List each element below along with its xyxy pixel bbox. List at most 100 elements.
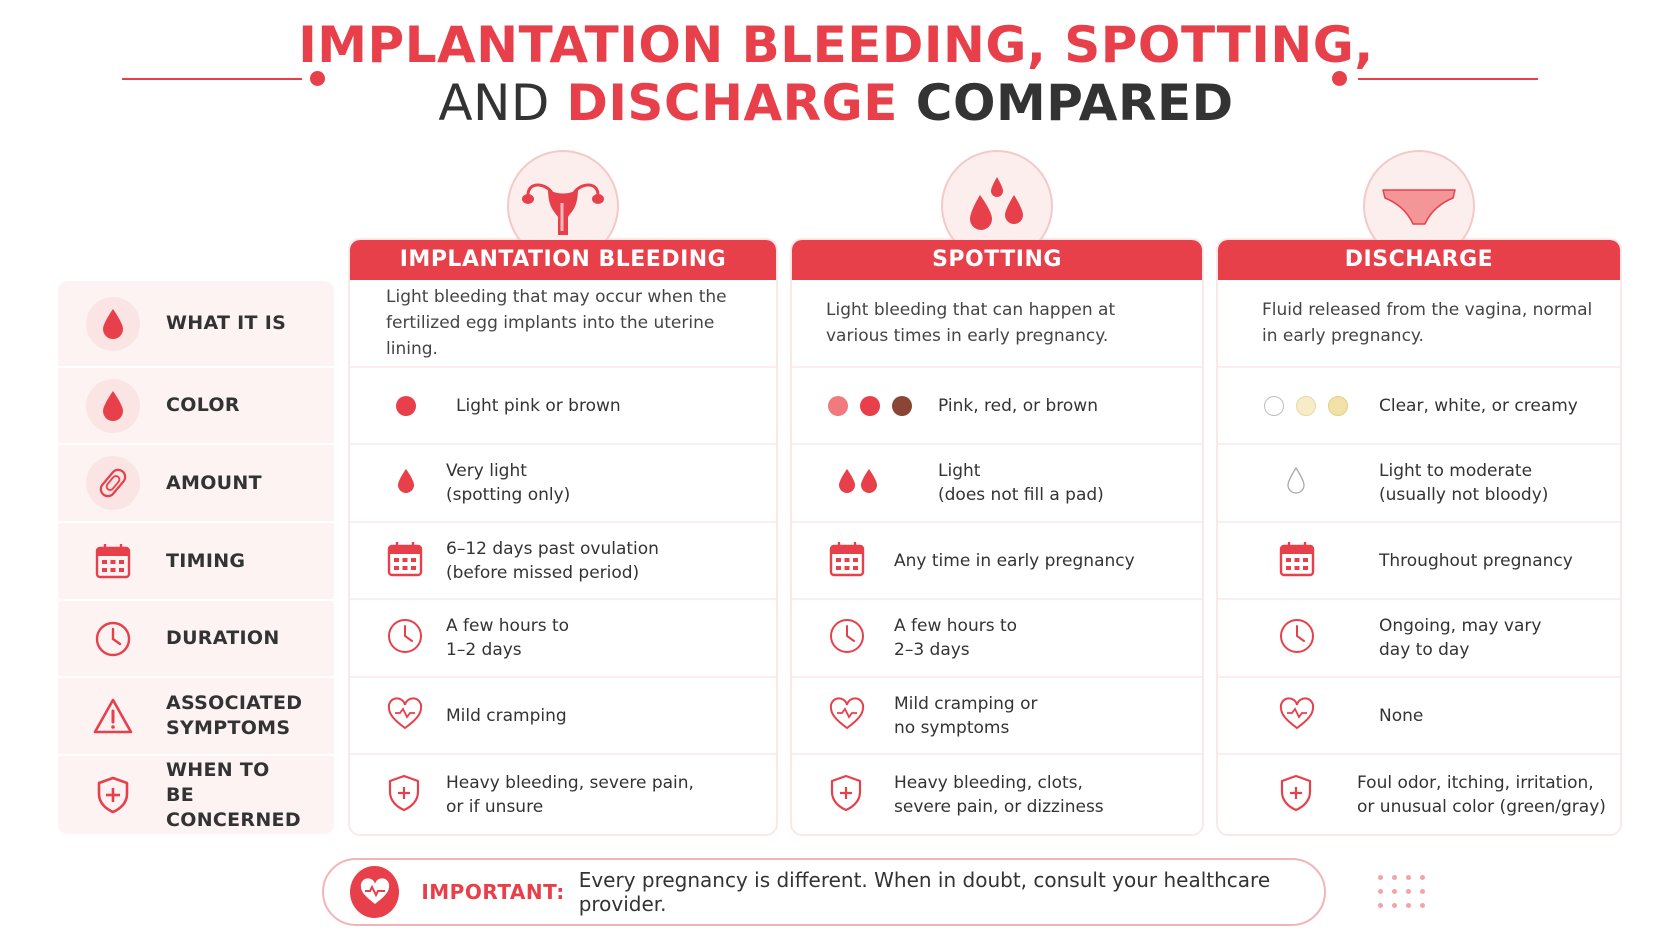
- cell-what-it-is: Fluid released from the vagina, normal i…: [1218, 280, 1620, 368]
- shield-plus-icon: [1218, 773, 1357, 817]
- duration-line-1: A few hours to: [446, 616, 570, 636]
- cell-text: Mild cramping or no symptoms: [894, 692, 1038, 740]
- cell-amount: Very light (spotting only): [350, 445, 776, 523]
- concern-line-1: Heavy bleeding, severe pain,: [446, 772, 694, 793]
- decorative-dot-grid: [1378, 875, 1432, 915]
- label-row-timing: TIMING: [58, 523, 334, 601]
- column-heading: SPOTTING: [792, 240, 1202, 280]
- label-when-to-be-concerned: WHEN TO BE CONCERNED: [166, 758, 301, 831]
- small-drop-icon: [350, 468, 446, 498]
- color-swatch-clear: [1264, 395, 1284, 416]
- title-decoration-left-line: [122, 78, 302, 80]
- heart-pulse-icon: [350, 866, 400, 918]
- calendar-icon: [86, 534, 140, 588]
- cell-text: None: [1379, 704, 1423, 728]
- label-amount: AMOUNT: [166, 471, 262, 494]
- title-decoration-left-dot: [310, 71, 325, 86]
- column-spotting: SPOTTING Light bleeding that can happen …: [792, 150, 1202, 834]
- cell-text: Any time in early pregnancy: [894, 549, 1135, 573]
- cell-text: Light to moderate (usually not bloody): [1379, 459, 1548, 507]
- cell-duration: A few hours to 1–2 days: [350, 600, 776, 678]
- title-compared: COMPARED: [897, 74, 1234, 132]
- cell-what-it-is: Light bleeding that may occur when the f…: [350, 280, 776, 368]
- label-duration: DURATION: [166, 627, 280, 649]
- concern-line-2: or if unsure: [446, 796, 544, 817]
- important-banner: IMPORTANT: Every pregnancy is different.…: [322, 858, 1326, 926]
- label-row-what: WHAT IT IS: [58, 281, 334, 368]
- banner-text: Every pregnancy is different. When in do…: [578, 868, 1271, 916]
- column-implantation-bleeding: IMPLANTATION BLEEDING Light bleeding tha…: [350, 150, 776, 834]
- duration-line-2: 1–2 days: [446, 640, 522, 660]
- column-heading: DISCHARGE: [1218, 240, 1620, 280]
- title-decoration-right-dot: [1332, 71, 1347, 86]
- timing-line-1: 6–12 days past ovulation: [446, 538, 659, 559]
- cell-text: A few hours to 2–3 days: [894, 614, 1017, 662]
- concern-line-1: Foul odor, itching, irritation,: [1357, 772, 1594, 793]
- title-line-2: AND DISCHARGE COMPARED: [0, 74, 1672, 132]
- calendar-icon: [350, 540, 446, 582]
- clear-drop-icon: [1218, 466, 1379, 499]
- timing-line-1: Any time in early pregnancy: [894, 550, 1135, 571]
- title-discharge: DISCHARGE: [566, 74, 898, 132]
- cell-duration: Ongoing, may vary day to day: [1218, 600, 1620, 678]
- cell-text: Light pink or brown: [456, 395, 621, 416]
- two-drops-icon: [792, 468, 938, 498]
- cell-timing: Any time in early pregnancy: [792, 523, 1202, 600]
- label-row-duration: DURATION: [58, 601, 334, 678]
- label-row-color: COLOR: [58, 368, 334, 445]
- cell-text: Heavy bleeding, severe pain, or if unsure: [446, 771, 694, 819]
- banner-label: IMPORTANT:: [421, 880, 565, 904]
- amount-line-2: (does not fill a pad): [938, 485, 1104, 505]
- timing-line-2: (before missed period): [446, 562, 640, 583]
- shield-plus-icon: [792, 773, 894, 817]
- heart-pulse-icon: [792, 696, 894, 735]
- shield-plus-icon: [350, 773, 446, 817]
- cell-concern: Heavy bleeding, severe pain, or if unsure: [350, 755, 776, 834]
- pad-icon: [86, 456, 140, 510]
- clock-icon: [1218, 617, 1379, 659]
- column-discharge: DISCHARGE Fluid released from the vagina…: [1218, 150, 1620, 834]
- cell-text: Ongoing, may vary day to day: [1379, 614, 1541, 662]
- cell-color: Pink, red, or brown: [792, 368, 1202, 445]
- label-timing: TIMING: [166, 549, 246, 572]
- symptoms-line-2: no symptoms: [894, 717, 1010, 738]
- cell-concern: Heavy bleeding, clots, severe pain, or di…: [792, 755, 1202, 834]
- cell-color: Light pink or brown: [350, 368, 776, 445]
- cell-what-it-is: Light bleeding that can happen at variou…: [792, 280, 1202, 368]
- title-decoration-right-line: [1358, 78, 1538, 80]
- blood-drop-icon: [86, 296, 140, 351]
- cell-text: A few hours to 1–2 days: [446, 614, 569, 662]
- cell-text: Foul odor, itching, irritation, or unusua…: [1357, 771, 1606, 819]
- label-color: COLOR: [166, 394, 240, 416]
- symptoms-line-1: Mild cramping: [446, 705, 567, 726]
- page-title: IMPLANTATION BLEEDING, SPOTTING, AND DIS…: [0, 16, 1672, 132]
- label-row-amount: AMOUNT: [58, 445, 334, 523]
- cell-amount: Light to moderate (usually not bloody): [1218, 445, 1620, 523]
- duration-line-2: 2–3 days: [894, 640, 970, 660]
- cell-text: Light bleeding that may occur when the f…: [386, 287, 727, 359]
- cell-symptoms: Mild cramping: [350, 678, 776, 755]
- cell-text: Clear, white, or creamy: [1379, 395, 1578, 416]
- label-row-symptoms: ASSOCIATED SYMPTOMS: [58, 678, 334, 756]
- amount-line-1: Light: [938, 461, 981, 481]
- column-heading: IMPLANTATION BLEEDING: [350, 240, 776, 280]
- label-what-it-is: WHAT IT IS: [166, 312, 287, 334]
- warning-icon: [86, 689, 140, 743]
- duration-line-2: day to day: [1379, 640, 1470, 660]
- title-line-1: IMPLANTATION BLEEDING, SPOTTING,: [298, 16, 1374, 74]
- cell-symptoms: Mild cramping or no symptoms: [792, 678, 1202, 755]
- cell-text: 6–12 days past ovulation (before missed p…: [446, 537, 659, 585]
- title-and: AND: [438, 74, 567, 132]
- color-swatch-brown: [892, 395, 912, 416]
- cell-text: Fluid released from the vagina, normal i…: [1262, 300, 1593, 346]
- calendar-icon: [792, 540, 894, 582]
- cell-duration: A few hours to 2–3 days: [792, 600, 1202, 678]
- timing-line-1: Throughout pregnancy: [1379, 550, 1573, 571]
- color-swatches: [350, 395, 456, 416]
- duration-line-1: Ongoing, may vary: [1379, 616, 1542, 636]
- heart-pulse-icon: [1218, 696, 1379, 735]
- clock-icon: [86, 612, 140, 666]
- color-swatch-pink: [828, 395, 848, 416]
- row-labels-column: WHAT IT IS COLOR AMOUNT TIMING DURATION …: [58, 281, 334, 834]
- color-swatch-red: [860, 395, 880, 416]
